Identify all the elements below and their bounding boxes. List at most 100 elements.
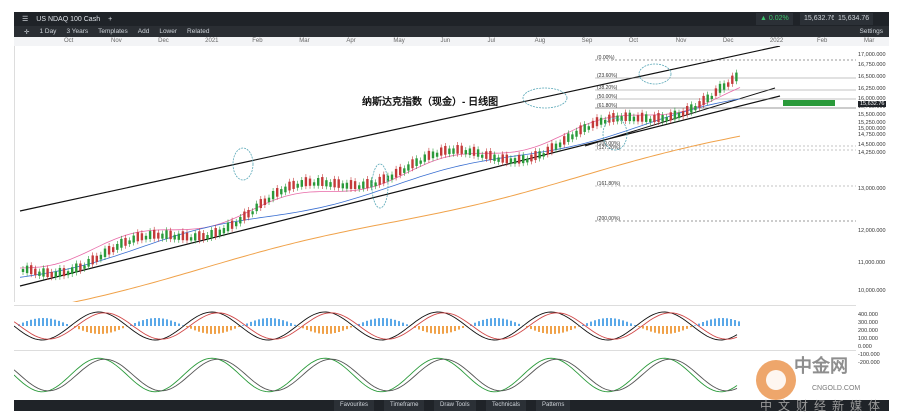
candle-body	[690, 104, 693, 113]
candle-body	[337, 179, 340, 188]
tab-draw-tools[interactable]: Draw Tools	[434, 400, 476, 411]
toolbar-item-lower[interactable]: Lower	[159, 28, 178, 35]
candle-body	[198, 231, 201, 241]
settings-button[interactable]: Settings	[859, 28, 884, 35]
interval-select[interactable]: 1 Day	[39, 28, 57, 35]
candle-body	[448, 148, 451, 155]
histogram-bar	[210, 326, 212, 334]
histogram-bar	[606, 318, 608, 326]
candle-body	[235, 221, 238, 227]
histogram-bar	[390, 318, 392, 326]
candle-body	[698, 101, 701, 108]
histogram-bar	[242, 325, 244, 326]
candle-body	[394, 168, 398, 178]
bid-price[interactable]: 15,632.76	[800, 13, 840, 25]
ma-slow-line	[19, 135, 741, 314]
histogram-bar	[254, 320, 256, 326]
price-chart[interactable]: (0.00%) (23.60%) (38.20%) (50.00%) (61.80%) (…	[14, 45, 857, 314]
histogram-bar	[362, 322, 364, 326]
histogram-bar	[714, 318, 716, 326]
candle-body	[444, 145, 447, 155]
toolbar-item-templates[interactable]: Templates	[98, 28, 128, 35]
histogram-bar	[534, 326, 536, 331]
histogram-bar	[62, 322, 64, 326]
menu-icon[interactable]: ☰	[22, 16, 29, 23]
candle-body	[271, 190, 275, 200]
histogram-bar	[294, 324, 296, 326]
time-axis-label: Jul	[487, 38, 496, 44]
histogram-bar	[122, 326, 124, 329]
candle-body	[530, 154, 533, 162]
candle-body	[407, 164, 410, 171]
crosshair-icon[interactable]: ✛	[24, 28, 30, 36]
fib-level-label: (23.60%)	[597, 73, 618, 79]
tab-patterns[interactable]: Patterns	[536, 400, 571, 411]
tab-technicals[interactable]: Technicals	[486, 400, 527, 411]
candle-body	[136, 232, 139, 242]
histogram-bar	[626, 321, 628, 326]
histogram-bar	[386, 318, 388, 326]
candle-body	[731, 75, 734, 84]
histogram-bar	[722, 318, 724, 326]
candle-body	[558, 142, 562, 148]
histogram-bar	[614, 318, 616, 326]
add-icon[interactable]: +	[108, 15, 113, 23]
price-chart-svg[interactable]: (0.00%) (23.60%) (38.20%) (50.00%) (61.80%) (…	[15, 45, 857, 314]
price-axis-label: 16,000.000	[858, 96, 886, 102]
histogram-bar	[706, 320, 708, 326]
histogram-bar	[110, 326, 112, 333]
candle-body	[727, 82, 730, 87]
price-axis-label: 16,750.000	[858, 62, 886, 68]
histogram-bar	[442, 326, 444, 334]
toolbar-item-related[interactable]: Related	[187, 28, 210, 35]
histogram-bar	[46, 318, 48, 326]
candle-body	[107, 245, 111, 255]
candle-body	[423, 154, 426, 162]
candle-body	[669, 112, 672, 121]
candle-body	[550, 143, 554, 153]
histogram-bar	[574, 326, 576, 329]
histogram-bar	[422, 326, 424, 332]
tab-timeframe[interactable]: Timeframe	[384, 400, 425, 411]
histogram-bar	[102, 326, 104, 334]
candle-body	[464, 150, 467, 155]
candle-body	[79, 263, 82, 271]
price-axis: 17,000.000 16,750.000 16,500.000 16,250.000…	[856, 46, 889, 400]
candle-body	[686, 105, 689, 115]
candle-body	[214, 228, 217, 237]
ask-price[interactable]: 15,634.76	[834, 13, 874, 25]
histogram-bar	[234, 326, 236, 329]
chart-toolbar: ✛ 1 Day 3 Years Templates Add Lower Rela…	[14, 26, 889, 37]
histogram-bar	[326, 326, 328, 334]
macd-panel[interactable]	[13, 305, 856, 346]
candle-body	[259, 199, 262, 209]
candle-body	[653, 114, 656, 123]
histogram-bar	[50, 318, 52, 326]
histogram-bar	[486, 318, 488, 326]
candle-body	[247, 209, 250, 218]
current-price-tag: 15,632.76	[858, 101, 887, 107]
range-select[interactable]: 3 Years	[66, 28, 89, 35]
histogram-bar	[154, 318, 156, 326]
tab-favourites[interactable]: Favourites	[334, 400, 375, 411]
candle-body	[157, 232, 160, 239]
oscillator-panel[interactable]	[13, 350, 856, 399]
candle-body	[25, 265, 29, 274]
time-axis-label: Oct	[64, 38, 74, 44]
candle-body	[280, 189, 283, 195]
histogram-bar	[670, 326, 672, 334]
histogram-bar	[322, 326, 324, 334]
candle-body	[501, 154, 504, 163]
price-axis-label: 12,000.000	[858, 228, 886, 234]
toolbar-item-add[interactable]: Add	[137, 28, 150, 35]
candle-body	[513, 158, 517, 164]
fib-level-label: (61.80%)	[597, 103, 618, 109]
candle-body	[181, 231, 185, 241]
candle-body	[38, 271, 41, 276]
candle-body	[21, 269, 25, 272]
histogram-bar	[278, 319, 280, 326]
fib-level-label: (100.00%)	[597, 141, 620, 147]
symbol-label[interactable]: US NDAQ 100 Cash	[36, 15, 101, 23]
histogram-bar	[654, 326, 656, 333]
histogram-bar	[730, 319, 732, 326]
